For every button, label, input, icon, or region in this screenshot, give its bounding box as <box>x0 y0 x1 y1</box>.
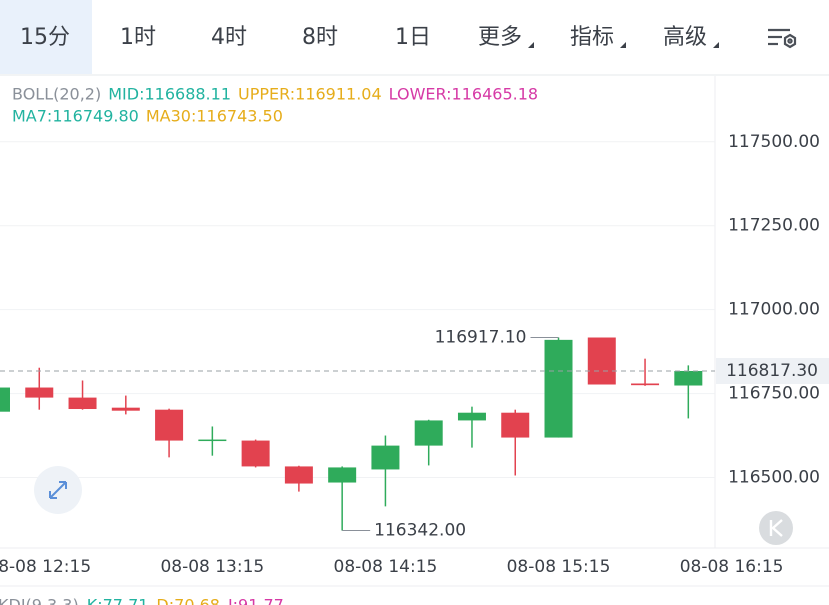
tab[interactable]: 高级 <box>663 25 707 50</box>
tab[interactable]: 更多 <box>478 25 522 50</box>
tab[interactable]: 指标 <box>570 25 614 50</box>
dropdown-caret <box>713 42 719 48</box>
candle-body <box>198 439 227 442</box>
candle-body <box>241 440 270 467</box>
candle-body <box>457 412 486 421</box>
dropdown-caret <box>620 42 626 48</box>
candle-body <box>111 407 140 411</box>
y-tick-label: 117500.00 <box>728 132 820 152</box>
legend-entry: BOLL(20,2) <box>12 85 101 104</box>
legend-entry: UPPER:116911.04 <box>238 85 382 104</box>
annotation-label: 116917.10 <box>435 327 527 347</box>
x-tick-label: 08-08 13:15 <box>160 557 264 577</box>
y-tick-label: 117000.00 <box>728 300 820 320</box>
current-price-label: 116817.30 <box>726 361 818 381</box>
y-tick-label: 116750.00 <box>728 384 820 404</box>
legend-entry: MA7:116749.80 <box>12 107 139 126</box>
x-tick-label: 08-08 15:15 <box>507 557 611 577</box>
legend-entry: MID:116688.11 <box>108 85 231 104</box>
x-tick-label: 08-08 14:15 <box>334 557 438 577</box>
candle-body <box>674 370 703 386</box>
current-price-box <box>716 357 829 384</box>
legend-entry: MA30:116743.50 <box>146 107 283 126</box>
selected-tab-bg <box>0 0 92 74</box>
candle-body <box>0 387 10 412</box>
settings-icon[interactable] <box>768 28 797 49</box>
annotation-label: 116342.00 <box>374 521 466 541</box>
candle-body <box>155 409 184 441</box>
expand-button[interactable] <box>34 466 82 514</box>
tab[interactable]: 1时 <box>120 25 156 50</box>
y-tick-label: 116500.00 <box>728 468 820 488</box>
candle-body <box>371 445 400 470</box>
scroll-latest-button[interactable] <box>759 511 793 545</box>
candle-body <box>284 466 313 484</box>
candle-body <box>68 397 97 410</box>
sub-indicator-label: J:91.77 <box>227 596 284 605</box>
candle-body <box>631 383 660 386</box>
tab[interactable]: 4时 <box>211 25 247 50</box>
legend-entry: LOWER:116465.18 <box>389 85 538 104</box>
y-tick-label: 117250.00 <box>728 216 820 236</box>
x-tick-label: 08-08 16:15 <box>680 557 784 577</box>
candle-body <box>328 467 357 483</box>
tab[interactable]: 15分 <box>20 25 70 50</box>
candle-body <box>587 337 616 385</box>
candle-body <box>501 412 530 438</box>
sub-indicator-label: D:70.68 <box>156 596 220 605</box>
sub-indicator-label: K:77.71 <box>87 596 149 605</box>
x-tick-label: 08-08 12:15 <box>0 557 91 577</box>
candle-body <box>544 339 573 438</box>
tab[interactable]: 1日 <box>395 25 431 50</box>
candle-body <box>414 420 443 446</box>
dropdown-caret <box>528 42 534 48</box>
sub-indicator-label: KDJ(9,3,3) <box>0 596 79 605</box>
candle-body <box>25 387 54 398</box>
tab[interactable]: 8时 <box>302 25 338 50</box>
